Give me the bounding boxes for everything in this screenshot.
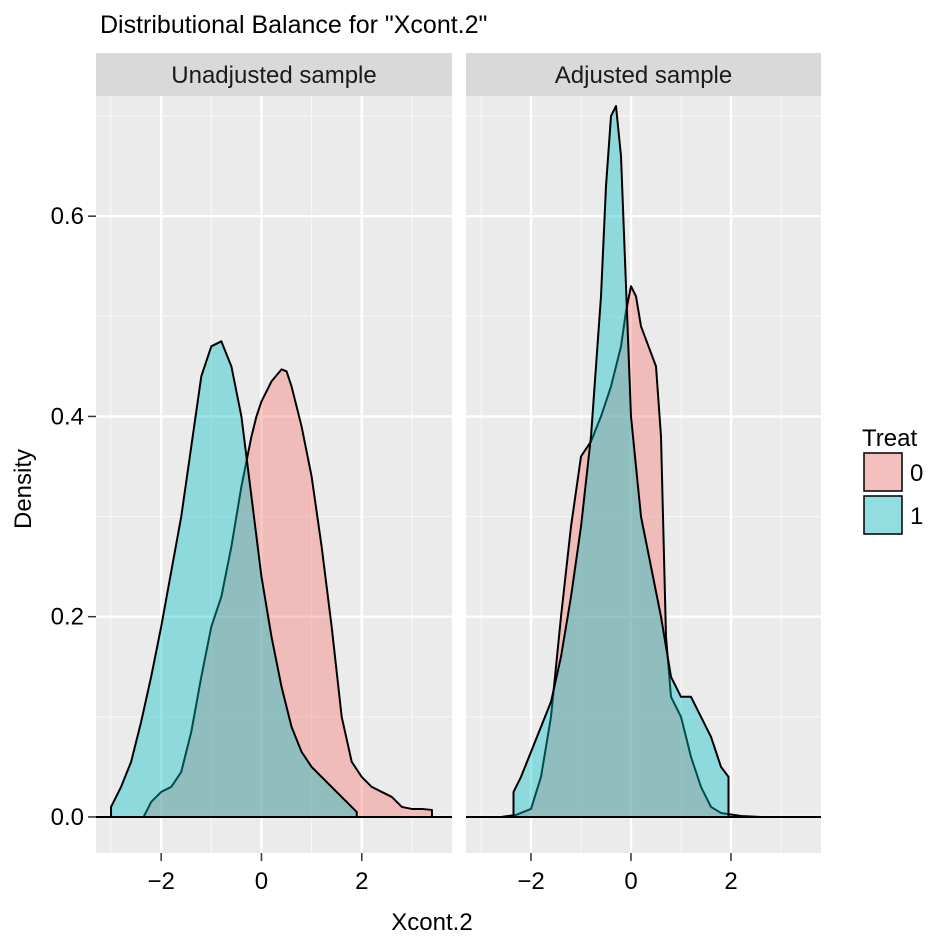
legend-item-1: 1 — [863, 495, 923, 535]
facet-strip-label: Unadjusted sample — [171, 62, 376, 89]
x-tick-label: 2 — [355, 868, 368, 895]
facet-strip-label: Adjusted sample — [555, 62, 732, 89]
chart-title: Distributional Balance for "Xcont.2" — [100, 11, 487, 39]
y-axis-label: Density — [10, 449, 37, 529]
density-area-treat-1 — [110, 340, 358, 818]
legend: Treat 0 1 — [862, 425, 923, 535]
panel-unadjusted: Unadjusted sample −2 0 2 — [96, 53, 452, 895]
legend-key-background — [863, 495, 903, 535]
y-axis: 0.0 0.2 0.4 0.6 — [51, 203, 96, 831]
y-tick-label: 0.4 — [51, 403, 84, 430]
legend-swatch — [863, 495, 903, 535]
panel-adjusted: Adjusted sample −2 0 2 — [466, 53, 821, 895]
y-tick-label: 0.2 — [51, 604, 84, 631]
y-tick-label: 0.0 — [51, 804, 84, 831]
legend-swatch — [863, 452, 903, 492]
facet-strip — [466, 53, 821, 96]
x-tick-label: 0 — [255, 868, 268, 895]
panel-background — [96, 96, 452, 853]
legend-item-0: 0 — [863, 452, 923, 492]
panel-background — [466, 96, 821, 853]
x-tick-label: 2 — [724, 868, 737, 895]
legend-label: 1 — [910, 503, 923, 530]
y-tick-label: 0.6 — [51, 203, 84, 230]
legend-key-background — [863, 452, 903, 492]
legend-label: 0 — [910, 460, 923, 487]
facet-strip — [96, 53, 452, 96]
x-tick-label: −2 — [147, 868, 174, 895]
density-area-treat-0 — [480, 285, 802, 818]
x-tick-label: −2 — [517, 868, 544, 895]
legend-title: Treat — [862, 425, 917, 452]
panels: Unadjusted sample −2 0 2 Adjusted sample −2 0 2 — [96, 53, 821, 895]
density-area-treat-0 — [142, 368, 433, 818]
density-area-treat-1 — [512, 105, 730, 818]
x-tick-label: 0 — [624, 868, 637, 895]
x-axis-label: Xcont.2 — [391, 909, 472, 936]
